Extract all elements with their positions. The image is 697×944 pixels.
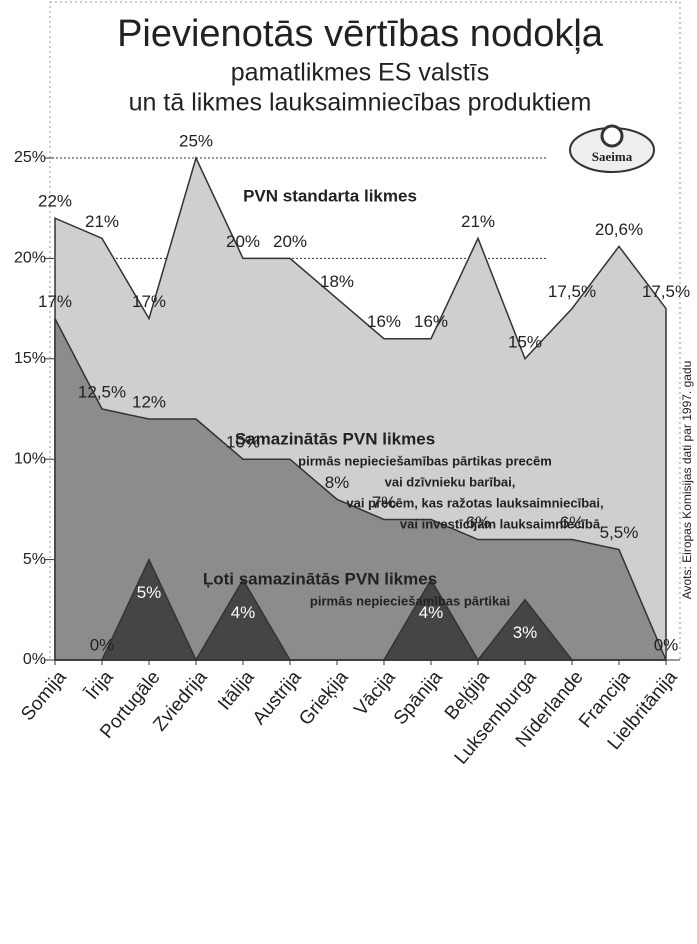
value-label: 17% [132,292,166,311]
value-label: 12,5% [78,382,126,401]
logo-emblem [600,124,624,148]
series-name: PVN standarta likmes [243,186,417,205]
y-tick-label: 15% [14,350,46,367]
value-label: 0% [654,635,679,654]
value-label: 20% [226,232,260,251]
x-tick-label: Grieķija [295,667,353,730]
value-label: 5% [137,583,162,602]
value-label: 21% [461,212,495,231]
value-label: 17% [38,292,72,311]
value-label: 21% [85,212,119,231]
y-tick-label: 20% [14,250,46,267]
logo-text: Saeima [592,149,633,164]
x-tick-label: Itālija [214,667,259,715]
value-label: 17,5% [642,282,690,301]
value-label: 16% [367,312,401,331]
series-description: vai precēm, kas ražotas lauksaimniecībai… [346,495,603,510]
x-tick-label: Īrija [82,667,118,704]
value-label: 4% [419,603,444,622]
value-label: 7% [372,493,397,512]
value-label: 15% [508,332,542,351]
value-label: 20% [273,232,307,251]
value-label: 0% [90,635,115,654]
y-tick-label: 25% [14,149,46,166]
value-label: 20,6% [595,220,643,239]
value-label: 3% [513,623,538,642]
value-label: 17,5% [548,282,596,301]
chart-subtitle: un tā likmes lauksaimniecības produktiem [129,89,592,117]
value-label: 6% [560,513,585,532]
chart-subtitle: pamatlikmes ES valstīs [231,59,489,87]
x-tick-label: Spānija [390,667,447,729]
value-label: 8% [325,473,350,492]
value-label: 6% [466,513,491,532]
y-tick-label: 0% [23,651,46,668]
plot-frame [49,1,681,661]
series-description: pirmās nepieciešamības pārtikai [310,593,510,608]
series-name: Ļoti samazinātās PVN likmes [203,569,437,588]
series-description: vai investīcijām lauksaimniecībā [400,516,601,531]
series-description: vai dzīvnieku barībai, [385,474,516,489]
value-label: 25% [179,131,213,150]
value-label: 5,5% [600,523,639,542]
value-label: 16% [414,312,448,331]
chart-title: Pievienotās vērtības nodokļa [117,13,604,55]
value-label: 10% [226,433,260,452]
value-label: 22% [38,192,72,211]
x-tick-label: Austrija [249,667,306,729]
series-name: Samazinātās PVN likmes [235,429,435,448]
series-description: pirmās nepieciešamības pārtikas precēm [298,453,552,468]
y-tick-label: 10% [14,450,46,467]
source-note: Avots: Eiropas Komisijas dati par 1997. … [680,361,694,600]
value-label: 12% [132,393,166,412]
x-tick-label: Somija [17,667,71,725]
area [54,318,668,661]
y-tick-label: 5% [23,551,46,568]
logo: Saeima [569,124,655,173]
value-label: 4% [231,603,256,622]
value-label: 18% [320,272,354,291]
